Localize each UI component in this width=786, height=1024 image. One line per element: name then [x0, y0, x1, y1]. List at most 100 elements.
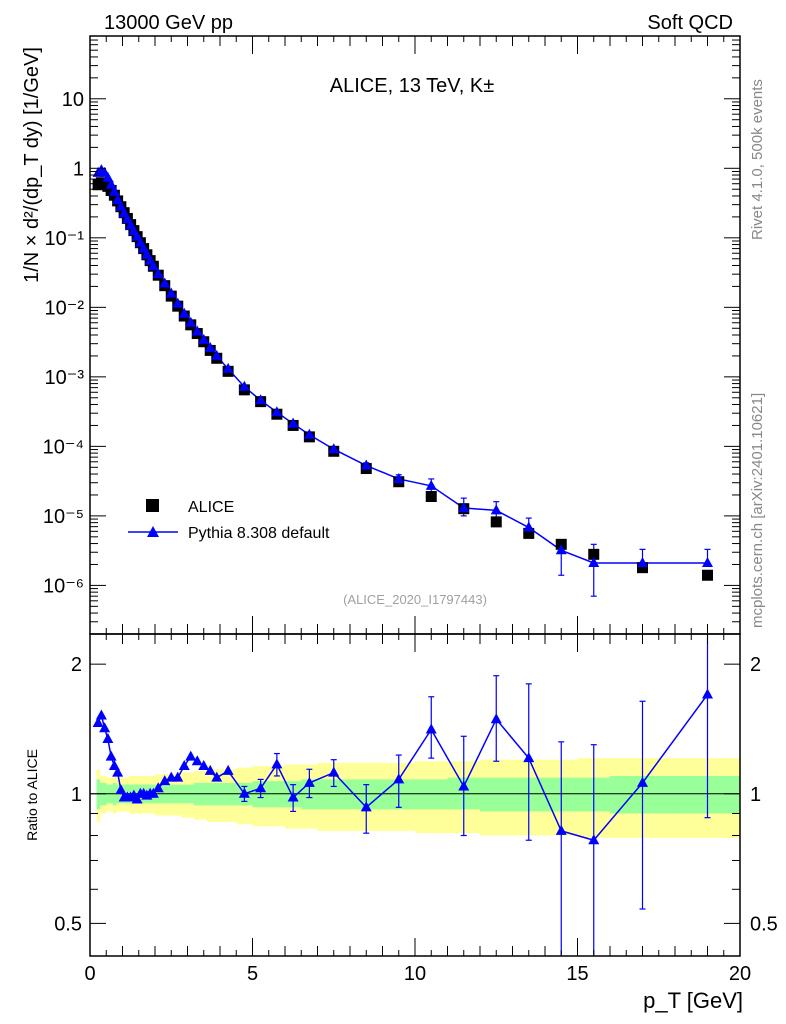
main-panel: 10⁻⁶ 10⁻⁵ 10⁻⁴ 10⁻³ 10⁻² 10⁻¹ 1 10 ALICE, 13 Te… — [21, 35, 741, 635]
pythia-point — [393, 472, 405, 483]
ratio-point — [172, 771, 184, 782]
pythia-point — [159, 277, 171, 288]
pythia-point — [108, 185, 120, 196]
main-y-axis-label: 1/N × d²/(dp_T dy) [1/GeV] — [21, 47, 43, 283]
main-plot-marks — [92, 164, 713, 597]
ratio-point — [287, 791, 299, 802]
pythia-point — [425, 479, 437, 490]
alice-point — [702, 569, 713, 581]
process-label: Soft QCD — [647, 12, 733, 34]
alice-point — [425, 491, 437, 503]
ratio-point — [303, 776, 315, 787]
ratio-point — [360, 801, 372, 812]
pythia-point — [211, 349, 223, 360]
x-tick-label: 15 — [566, 963, 588, 985]
pythia-point — [523, 521, 535, 532]
ratio-y-tick-label-right: 1 — [750, 784, 761, 806]
ratio-point — [393, 773, 405, 784]
main-y-tick-label: 10⁻⁴ — [43, 436, 84, 458]
ratio-point — [271, 758, 283, 769]
pythia-point — [328, 443, 340, 454]
ratio-y-tick-label-right: 0.5 — [750, 913, 778, 935]
uncertainty-band-inner — [480, 777, 513, 812]
ratio-point — [328, 766, 340, 777]
ratio-panel: 0.5 1 2 0.5 1 2 0 5 10 15 20 Ratio to ALICE p_T … — [24, 633, 778, 1013]
ratio-point — [204, 764, 216, 775]
mcplots-label: mcplots.cern.ch [arXiv:2401.10621] — [749, 393, 766, 628]
pythia-point — [555, 544, 567, 555]
legend: ALICE Pythia 8.308 default — [128, 499, 330, 542]
main-y-tick-label: 10⁻² — [45, 297, 85, 319]
ratio-point — [702, 688, 713, 699]
pythia-point — [255, 394, 267, 405]
ratio-point — [255, 782, 267, 793]
ratio-y-tick-labels-right: 0.5 1 2 — [750, 654, 778, 935]
pythia-point — [303, 428, 315, 439]
ratio-point — [637, 776, 648, 787]
pythia-point — [102, 171, 114, 182]
main-y-tick-label: 1 — [73, 158, 84, 180]
pythia-point — [112, 193, 124, 204]
x-tick-label: 5 — [247, 963, 258, 985]
legend-label-pythia: Pythia 8.308 default — [188, 525, 330, 542]
ratio-y-axis-label: Ratio to ALICE — [24, 749, 40, 841]
pythia-point — [191, 325, 203, 336]
main-y-tick-label: 10 — [62, 89, 84, 111]
x-axis-label: p_T [GeV] — [643, 988, 743, 1013]
rivet-label: Rivet 4.1.0, 500k events — [749, 79, 766, 240]
main-y-tick-label: 10⁻³ — [45, 367, 85, 389]
alice-point — [523, 527, 535, 539]
pythia-point — [637, 557, 648, 568]
ratio-y-tick-label: 1 — [71, 784, 82, 806]
ratio-y-tick-labels: 0.5 1 2 — [54, 654, 82, 935]
pythia-point — [152, 268, 164, 279]
energy-label: 13000 GeV pp — [104, 12, 233, 34]
ratio-point — [131, 793, 143, 804]
ratio-point — [115, 784, 127, 795]
ratio-point — [523, 752, 535, 763]
pythia-point — [147, 260, 159, 271]
alice-point — [490, 516, 502, 528]
pythia-point — [172, 297, 184, 308]
ratio-point — [178, 760, 190, 771]
pythia-point — [702, 557, 713, 568]
ratio-point — [222, 764, 234, 775]
ratio-point — [191, 755, 203, 766]
pythia-point — [458, 501, 470, 512]
ratio-point — [159, 775, 171, 786]
ratio-point — [185, 750, 197, 761]
ratio-point — [198, 760, 210, 771]
ratio-point — [105, 750, 117, 761]
ratio-point — [92, 717, 104, 728]
x-tick-label: 20 — [729, 963, 751, 985]
pythia-point — [198, 333, 210, 344]
ratio-y-tick-label: 2 — [71, 654, 82, 676]
pythia-point — [165, 287, 177, 298]
alice-point — [588, 548, 600, 560]
ratio-point — [95, 709, 107, 720]
x-tick-label: 10 — [404, 963, 426, 985]
pythia-point — [178, 307, 190, 318]
analysis-watermark: (ALICE_2020_I1797443) — [343, 592, 487, 607]
pythia-point — [490, 504, 502, 515]
pythia-point — [185, 316, 197, 327]
ratio-point — [112, 766, 124, 777]
ratio-point — [425, 723, 437, 734]
ratio-y-tick-label: 0.5 — [54, 913, 82, 935]
ratio-plot-marks — [90, 634, 741, 956]
legend-label-alice: ALICE — [188, 499, 234, 516]
pythia-point — [204, 342, 216, 353]
main-title: ALICE, 13 TeV, K± — [330, 75, 494, 97]
ratio-point — [99, 722, 111, 733]
pythia-point — [238, 380, 250, 391]
x-tick-label: 0 — [84, 963, 95, 985]
ratio-point — [102, 733, 114, 744]
pythia-point — [588, 557, 600, 568]
legend-marker-pythia — [147, 526, 159, 537]
ratio-point — [152, 782, 164, 793]
main-tick-marks — [89, 35, 741, 635]
pythia-point — [271, 406, 283, 417]
uncertainty-band-inner — [415, 779, 448, 810]
